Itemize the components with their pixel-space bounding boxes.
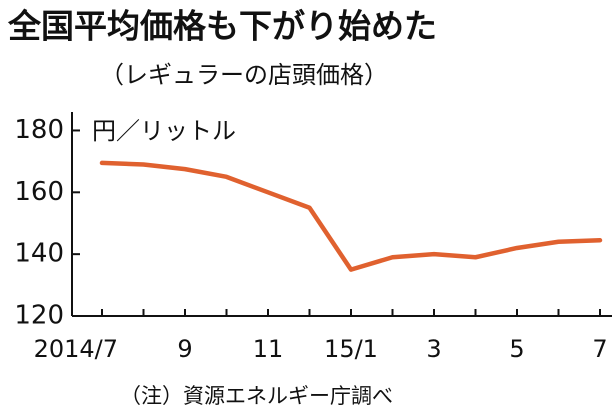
source-note: （注）資源エネルギー庁調べ: [120, 384, 393, 408]
x-tick-label: 7: [592, 335, 607, 363]
y-tick-label: 160: [14, 177, 64, 207]
x-tick-label: 5: [509, 335, 524, 363]
x-tick-label: 11: [253, 335, 284, 363]
x-tick-label: 9: [177, 335, 192, 363]
series-line: [99, 160, 603, 272]
y-tick-label: 120: [14, 301, 64, 331]
y-tick-label: 180: [14, 115, 64, 145]
y-tick-label: 140: [14, 239, 64, 269]
chart-title: 全国平均価格も下がり始めた: [7, 7, 437, 46]
x-tick-label: 15/1: [324, 335, 378, 363]
chart-subtitle: （レギュラーの店頭価格）: [100, 61, 388, 89]
x-tick-label: 3: [426, 335, 441, 363]
y-axis-label: 円／リットル: [92, 117, 236, 145]
x-tick-label: 2014/7: [34, 335, 118, 363]
